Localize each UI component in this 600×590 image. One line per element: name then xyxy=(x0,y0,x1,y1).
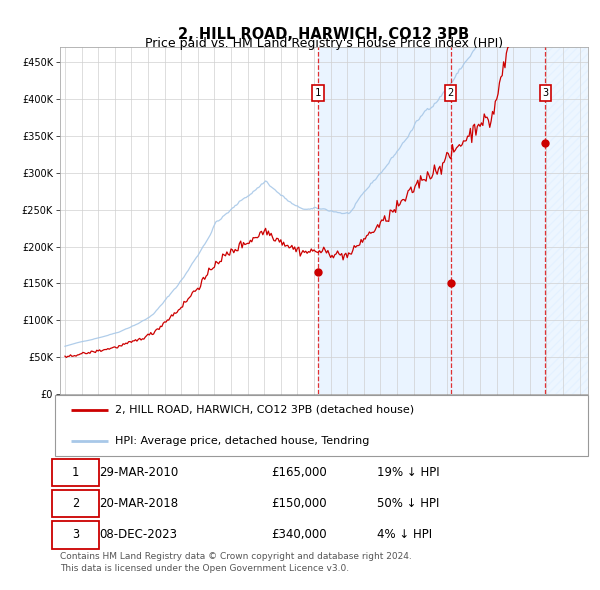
Text: 2: 2 xyxy=(72,497,79,510)
Text: 2, HILL ROAD, HARWICH, CO12 3PB: 2, HILL ROAD, HARWICH, CO12 3PB xyxy=(178,27,470,41)
Text: HPI: Average price, detached house, Tendring: HPI: Average price, detached house, Tend… xyxy=(115,436,370,446)
Text: 4% ↓ HPI: 4% ↓ HPI xyxy=(377,528,432,541)
Text: 20-MAR-2018: 20-MAR-2018 xyxy=(100,497,179,510)
Text: 3: 3 xyxy=(72,528,79,541)
Text: 3: 3 xyxy=(542,88,548,98)
Text: 2, HILL ROAD, HARWICH, CO12 3PB (detached house): 2, HILL ROAD, HARWICH, CO12 3PB (detache… xyxy=(115,405,415,415)
Text: £165,000: £165,000 xyxy=(271,466,327,479)
Text: Price paid vs. HM Land Registry's House Price Index (HPI): Price paid vs. HM Land Registry's House … xyxy=(145,37,503,50)
Text: £340,000: £340,000 xyxy=(271,528,327,541)
Text: 08-DEC-2023: 08-DEC-2023 xyxy=(100,528,178,541)
Text: 1: 1 xyxy=(315,88,321,98)
Text: 19% ↓ HPI: 19% ↓ HPI xyxy=(377,466,439,479)
Text: 2: 2 xyxy=(448,88,454,98)
FancyBboxPatch shape xyxy=(55,395,588,456)
FancyBboxPatch shape xyxy=(52,458,98,486)
Text: 1: 1 xyxy=(72,466,79,479)
Text: £150,000: £150,000 xyxy=(271,497,327,510)
Text: 29-MAR-2010: 29-MAR-2010 xyxy=(100,466,179,479)
Text: 50% ↓ HPI: 50% ↓ HPI xyxy=(377,497,439,510)
Bar xyxy=(318,47,545,394)
Bar xyxy=(545,47,588,394)
FancyBboxPatch shape xyxy=(52,521,98,549)
Text: Contains HM Land Registry data © Crown copyright and database right 2024.
This d: Contains HM Land Registry data © Crown c… xyxy=(60,552,412,573)
FancyBboxPatch shape xyxy=(52,490,98,517)
